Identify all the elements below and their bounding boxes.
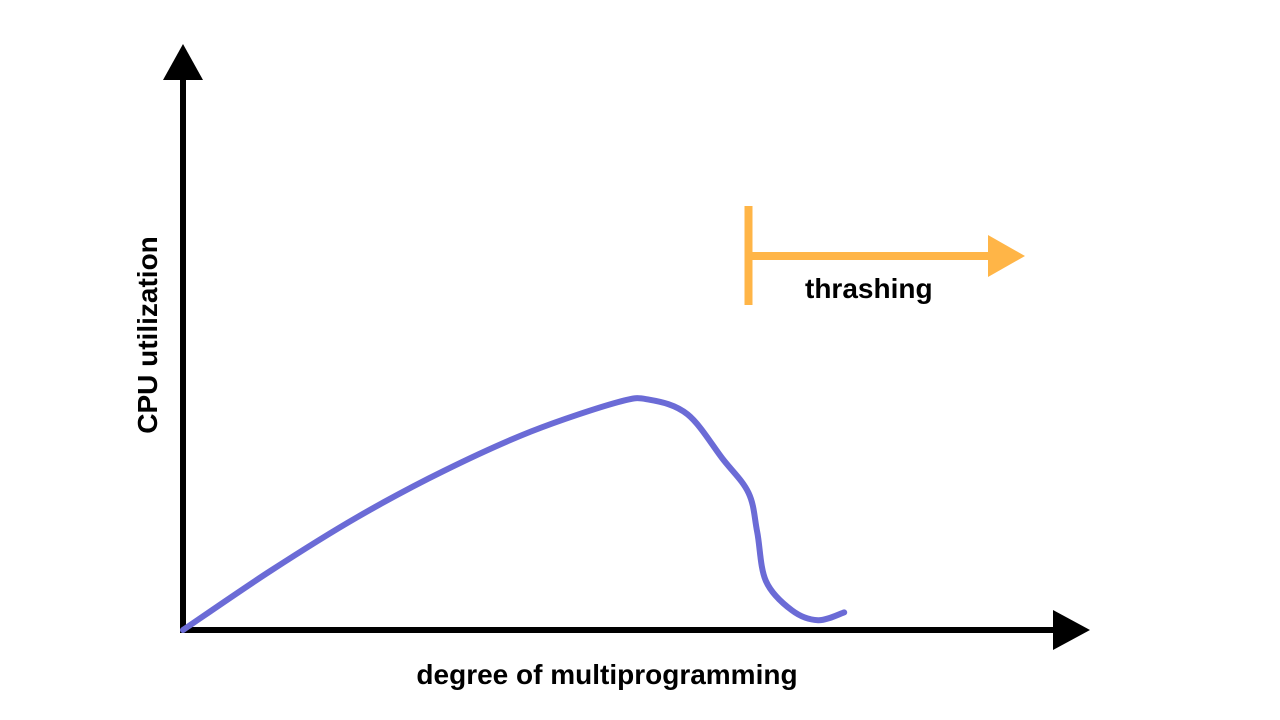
series-curve [180, 395, 848, 633]
thrashing-label: thrashing [805, 273, 933, 304]
thrashing-annotation: thrashing [744, 206, 1025, 305]
y-axis-arrowhead [163, 44, 203, 80]
x-axis-label: degree of multiprogramming [416, 659, 797, 690]
y-axis-label: CPU utilization [132, 236, 163, 434]
x-axis-arrowhead [1053, 610, 1090, 650]
thrashing-arrowhead [988, 235, 1025, 277]
